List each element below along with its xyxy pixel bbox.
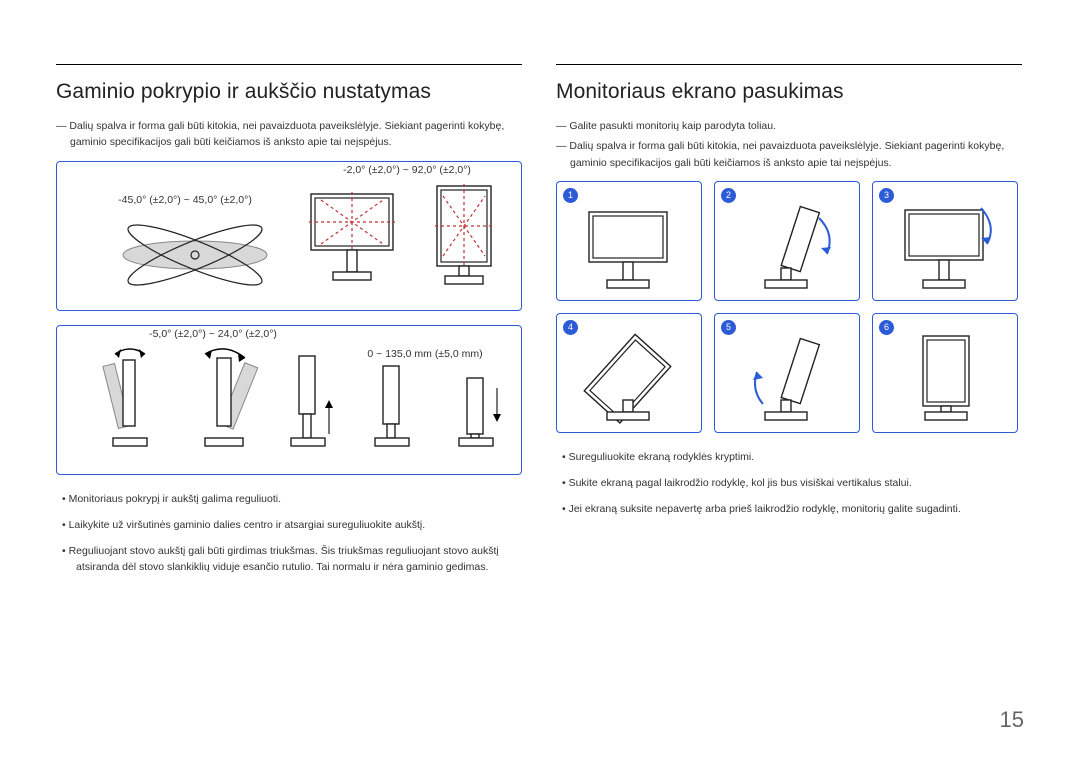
tilt-height-panel: -5,0° (±2,0°) ~ 24,0° (±2,0°) 0 ~ 135,0 … [56,325,522,475]
step-cell-1: 1 [556,181,702,301]
divider-right [556,64,1022,65]
tilt-pivot-panel: -2,0° (±2,0°) ~ 92,0° (±2,0°) -45,0° (±2… [56,161,522,311]
step-cell-3: 3 [872,181,1018,301]
right-note-2: Dalių spalva ir forma gali būti kitokia,… [556,138,1022,171]
left-bullet-1: Monitoriaus pokrypį ir aukštį galima reg… [62,491,522,507]
left-bullet-2: Laikykite už viršutinės gaminio dalies c… [62,517,522,533]
right-column: Monitoriaus ekrano pasukimas Galite pasu… [556,80,1022,586]
right-bullet-2: Sukite ekraną pagal laikrodžio rodyklę, … [562,475,1022,491]
height-low-icon [449,348,515,458]
tilt-forward-icon [95,348,165,458]
pivot-diagram-group [305,182,507,292]
step3-icon [891,198,1003,294]
monitor-portrait-icon [423,182,507,292]
left-column: Gaminio pokrypio ir aukščio nustatymas D… [56,80,522,586]
left-bullets: Monitoriaus pokrypį ir aukštį galima reg… [56,491,522,576]
pivot-range-label: -2,0° (±2,0°) ~ 92,0° (±2,0°) [307,164,507,176]
page-number: 15 [1000,707,1024,733]
right-bullet-3: Jei ekraną suksite nepavertę arba prieš … [562,501,1022,517]
step1-icon [575,198,687,294]
step-cell-2: 2 [714,181,860,301]
height-mid-icon [365,348,431,458]
divider-left [56,64,522,65]
tilt-range-label: -5,0° (±2,0°) ~ 24,0° (±2,0°) [123,328,303,340]
left-note: Dalių spalva ir forma gali būti kitokia,… [56,118,522,151]
step-cell-4: 4 [556,313,702,433]
step6-icon [891,330,1003,426]
step-cell-6: 6 [872,313,1018,433]
swivel-diagram [115,210,275,290]
step2-icon [733,198,845,294]
right-bullets: Sureguliuokite ekraną rodyklės kryptimi.… [556,449,1022,518]
step4-icon [575,330,687,426]
rotation-steps-grid: 1 2 [556,181,1022,433]
right-heading: Monitoriaus ekrano pasukimas [556,80,1022,104]
right-note-1: Galite pasukti monitorių kaip parodyta t… [556,118,1022,134]
tilt-back-icon [183,348,263,458]
step5-icon [733,330,845,426]
left-bullet-3: Reguliuojant stovo aukštį gali būti gird… [62,543,522,576]
swivel-range-label: -45,0° (±2,0°) ~ 45,0° (±2,0°) [95,194,275,206]
height-up-icon [281,348,347,458]
step-cell-5: 5 [714,313,860,433]
right-bullet-1: Sureguliuokite ekraną rodyklės kryptimi. [562,449,1022,465]
left-heading: Gaminio pokrypio ir aukščio nustatymas [56,80,522,104]
monitor-landscape-icon [305,182,405,292]
